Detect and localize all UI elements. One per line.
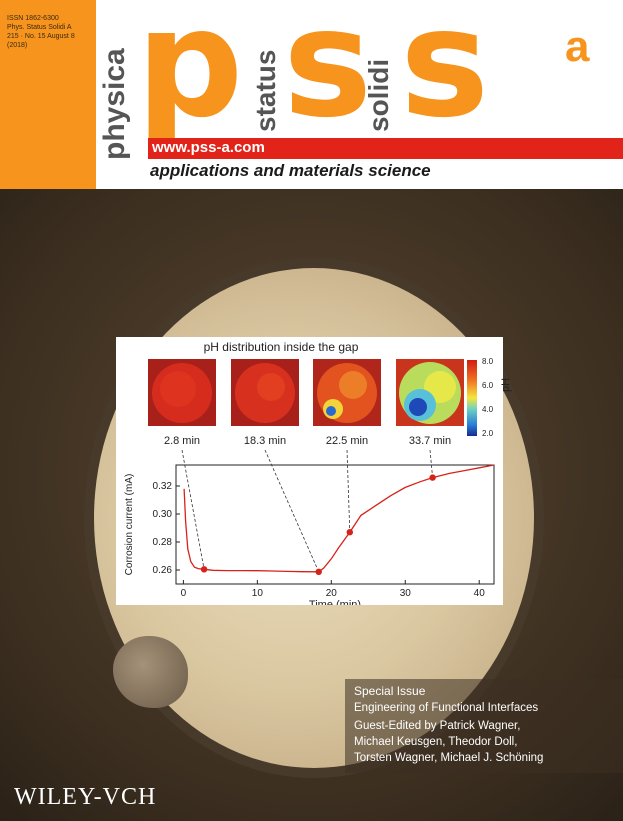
figure-title: pH distribution inside the gap <box>203 340 359 354</box>
data-point <box>315 568 322 576</box>
connector-line <box>429 449 434 478</box>
data-point <box>200 566 208 573</box>
website-bar <box>148 138 623 159</box>
x-tick-label: 0 <box>181 588 187 599</box>
data-point <box>429 474 436 481</box>
guest-editors-line: Michael Keusgen, Theodor Doll, <box>354 736 518 748</box>
ph-colorbar <box>467 360 477 436</box>
guest-editors-line: Torsten Wagner, Michael J. Schöning <box>354 752 544 764</box>
publisher-logo: WILEY-VCH <box>14 784 157 810</box>
thumbnail-time-label: 33.7 min <box>408 435 452 447</box>
thumbnail-time-label: 2.8 min <box>163 435 201 447</box>
figure-inset: pH distribution inside the gap 2.8 min 1… <box>116 337 512 605</box>
plot-frame <box>175 464 495 585</box>
issn-line: 215 · No. 15 August 8 <box>7 33 75 40</box>
ph-map-thumbnail <box>231 359 299 426</box>
connector-line <box>346 449 351 533</box>
series-line <box>183 464 495 573</box>
corrosion-chart: 0 10 20 30 40 0.26 0.28 0.30 0.32 Time (min) Corro… <box>124 449 495 605</box>
connector-line <box>264 449 320 572</box>
logo-letter-s: s <box>283 0 372 151</box>
word-status: status <box>250 49 281 132</box>
x-tick-label: 20 <box>326 588 338 599</box>
y-tick-label: 0.28 <box>153 537 173 548</box>
corrosion-spot <box>113 636 188 708</box>
thumbnail-time-label: 22.5 min <box>325 435 369 447</box>
website-link[interactable]: www.pss-a.com <box>152 139 265 156</box>
guest-editors-line: Guest-Edited by Patrick Wagner, <box>354 720 521 732</box>
y-tick-label: 0.30 <box>153 509 173 520</box>
connector-line <box>181 449 205 570</box>
colorbar-tick: 2.0 <box>482 429 494 438</box>
y-tick-label: 0.26 <box>153 565 173 576</box>
x-axis-label: Time (min) <box>309 599 361 605</box>
issn-line: Phys. Status Solidi A <box>7 24 72 31</box>
logo-letter-s: s <box>400 0 489 151</box>
word-physica: physica <box>98 48 131 160</box>
colorbar-tick: 6.0 <box>482 381 494 390</box>
y-tick-label: 0.32 <box>153 481 173 492</box>
ph-map-thumbnail <box>148 359 216 426</box>
ph-map-thumbnail <box>313 359 381 426</box>
data-point <box>346 529 353 536</box>
ph-map-thumbnail <box>396 359 464 426</box>
special-issue-box <box>345 679 623 773</box>
colorbar-tick: 8.0 <box>482 357 494 366</box>
issn-block: ISSN 1862-6300 Phys. Status Solidi A 215… <box>7 14 93 50</box>
logo-letter-p: p <box>136 0 243 151</box>
x-tick-label: 10 <box>252 588 264 599</box>
x-tick-label: 30 <box>400 588 412 599</box>
colorbar-tick: 4.0 <box>482 405 494 414</box>
logo-superscript-a: a <box>565 22 590 71</box>
thumbnail-time-label: 18.3 min <box>243 435 287 447</box>
x-tick-label: 40 <box>474 588 486 599</box>
issn-line: (2018) <box>7 42 28 49</box>
special-issue-title: Engineering of Functional Interfaces <box>354 702 539 714</box>
issn-line: ISSN 1862-6300 <box>7 15 59 22</box>
y-axis-label: Corrosion current (mA) <box>124 474 135 576</box>
journal-tagline: applications and materials science <box>150 161 431 180</box>
special-issue-heading: Special Issue <box>354 684 426 698</box>
